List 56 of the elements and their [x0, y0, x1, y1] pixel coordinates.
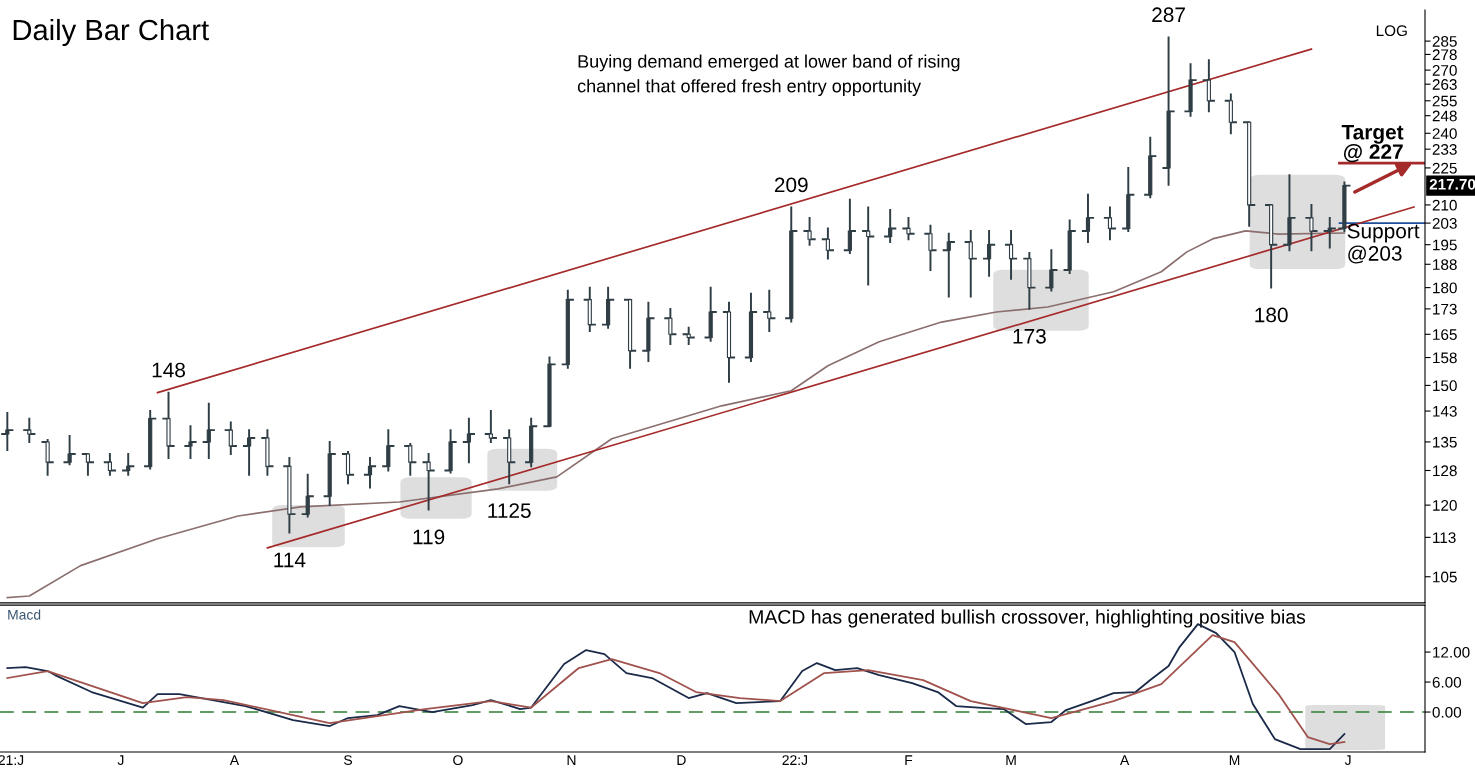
chart-title: Daily Bar Chart [13, 18, 209, 47]
y-tick-label: 240 [1432, 128, 1457, 139]
y-tick-label: 195 [1433, 239, 1457, 251]
y-tick-label: 255 [1432, 95, 1457, 107]
y-tick-label: 120 [1433, 499, 1457, 511]
x-tick-label: J [1344, 755, 1351, 766]
x-tick-label: J [117, 755, 124, 766]
annotation: 173 [1013, 328, 1046, 344]
y-tick-label: 225 [1432, 162, 1457, 174]
chart-title: Macd [8, 609, 41, 620]
x-tick-label: F [905, 755, 913, 765]
y-tick-label: 105 [1433, 571, 1457, 583]
x-tick-label: D [677, 755, 686, 765]
annotation: 114 [274, 552, 306, 568]
annotation: MACD has generated bullish crossover, highlighting positive bias [749, 609, 1306, 628]
text: 217.70 [1429, 178, 1475, 190]
ref-line-label: Support @203 [1347, 223, 1420, 264]
x-tick-label: O [453, 755, 463, 766]
y-tick-label: 12.00 [1433, 646, 1470, 658]
y-tick-label: 180 [1433, 282, 1457, 294]
y-tick-label: 248 [1432, 110, 1457, 122]
x-tick-label: A [1120, 755, 1130, 765]
annotation: 209 [774, 177, 808, 193]
y-tick-label: 150 [1433, 380, 1457, 392]
annotation: 287 [1152, 7, 1185, 23]
y-tick-label: 210 [1432, 199, 1457, 211]
x-tick-label: S [344, 755, 352, 766]
x-tick-label: N [567, 755, 576, 765]
y-tick-label: 158 [1433, 352, 1457, 364]
y-tick-label: 263 [1432, 79, 1457, 90]
y-tick-label: 128 [1433, 465, 1457, 477]
y-tick-label: 143 [1433, 405, 1457, 417]
line-series [6, 229, 1346, 599]
annotation: 119 [413, 529, 445, 545]
annotation: LOG [1376, 25, 1407, 37]
x-tick-label: M [1006, 755, 1016, 765]
annotation: Buying demand emerged at lower band of rising channel that offered fresh entry opportunity [577, 54, 960, 96]
annotation: 148 [152, 362, 185, 378]
x-tick-label: M [1229, 755, 1240, 765]
y-tick-label: 188 [1433, 259, 1457, 270]
y-tick-label: 0.00 [1432, 706, 1462, 718]
y-tick-label: 270 [1432, 64, 1457, 76]
y-tick-label: 233 [1432, 144, 1457, 155]
y-tick-label: 6.00 [1432, 676, 1462, 688]
ref-line-label: Target @ 227 [1341, 125, 1404, 163]
y-tick-label: 113 [1433, 532, 1456, 544]
y-tick-label: 173 [1433, 303, 1457, 315]
annotation: 1125 [488, 503, 531, 518]
y-tick-label: 203 [1432, 217, 1457, 229]
y-tick-label: 165 [1433, 329, 1457, 340]
x-tick-label: 22:J [782, 755, 808, 766]
y-tick-label: 278 [1432, 49, 1457, 61]
x-tick-label: A [229, 755, 240, 765]
y-tick-label: 135 [1433, 436, 1457, 448]
y-tick-label: 285 [1432, 35, 1457, 47]
annotation: 180 [1255, 307, 1288, 323]
